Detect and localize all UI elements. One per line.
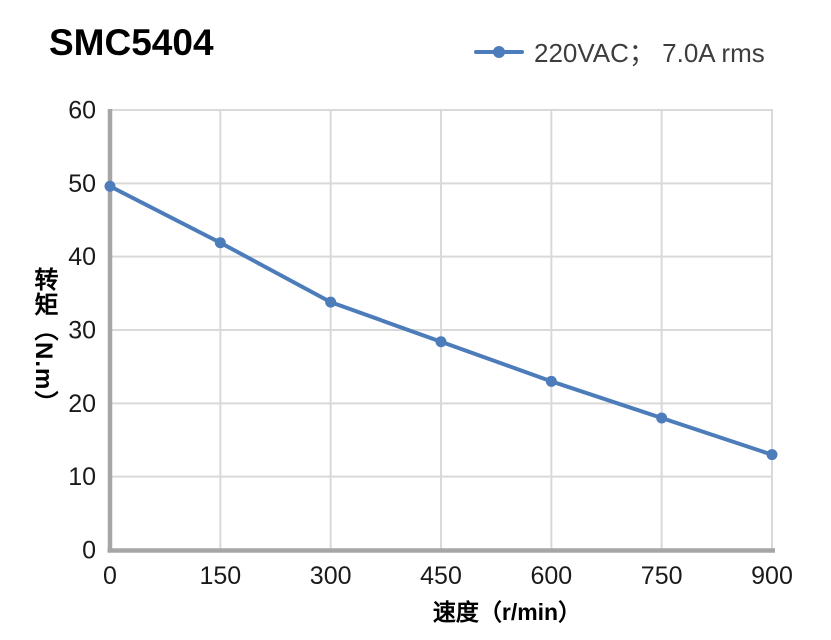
y-tick-label: 40: [68, 243, 96, 271]
chart-title: SMC5404: [49, 22, 214, 63]
x-tick-label: 750: [641, 562, 683, 590]
x-tick-label: 450: [420, 562, 462, 590]
y-axis-title: 转矩（N.m）: [30, 267, 57, 416]
data-point-marker: [656, 412, 668, 424]
data-point-marker: [214, 237, 226, 249]
legend-dot: [493, 45, 505, 58]
y-tick-label: 30: [68, 317, 96, 345]
legend-line-marker-icon: [474, 45, 524, 58]
legend-label: 220VAC； 7.0A rms: [534, 38, 765, 68]
y-tick-label: 50: [68, 170, 96, 198]
data-point-marker: [545, 375, 557, 387]
y-tick-label: 60: [68, 97, 96, 125]
data-point-marker: [325, 296, 337, 308]
data-point-marker: [766, 449, 778, 461]
x-tick-label: 900: [751, 562, 793, 590]
data-point-marker: [435, 336, 447, 348]
x-axis-title: 速度（r/min）: [432, 599, 582, 625]
x-tick-label: 300: [310, 562, 352, 590]
data-point-marker: [104, 180, 116, 192]
x-tick-label: 150: [199, 562, 241, 590]
legend: 220VAC； 7.0A rms: [474, 33, 765, 70]
x-tick-label: 0: [103, 562, 117, 590]
x-tick-label: 600: [530, 562, 572, 590]
y-tick-label: 0: [82, 537, 96, 565]
y-tick-label: 10: [68, 463, 96, 491]
y-tick-label: 20: [68, 390, 96, 418]
